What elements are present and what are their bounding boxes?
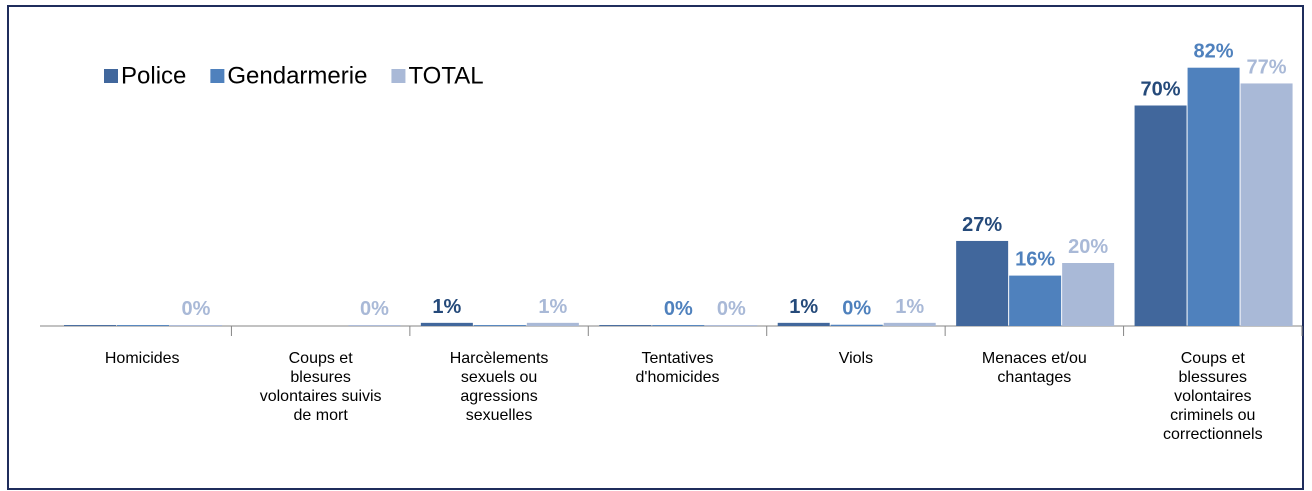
value-label: 0%	[360, 298, 389, 320]
legend-swatch	[391, 69, 406, 83]
bar	[830, 324, 883, 326]
bar	[64, 325, 116, 326]
bar	[1240, 83, 1293, 326]
value-label: 1%	[432, 296, 461, 318]
bar	[652, 325, 705, 326]
value-label: 77%	[1247, 56, 1287, 78]
legend-swatch	[210, 69, 225, 83]
value-label: 16%	[1015, 249, 1055, 271]
x-tick-label: Homicides	[104, 350, 180, 367]
x-tick-label: Coups et blesures volontaires suivis de …	[259, 350, 382, 424]
bar	[473, 325, 526, 326]
x-tick-label: Coups et blessures volontaires criminels…	[1162, 350, 1263, 443]
bar	[1062, 263, 1115, 326]
legend-swatch	[104, 69, 118, 83]
bar	[1009, 275, 1062, 326]
value-label: 0%	[182, 298, 211, 320]
value-label: 70%	[1141, 79, 1181, 101]
legend-label: Police	[121, 62, 186, 89]
frame	[7, 5, 1304, 490]
bar	[956, 240, 1009, 326]
value-label: 27%	[962, 214, 1002, 236]
bar	[526, 322, 579, 326]
x-tick-label: Harcèlements sexuels ou agressions sexue…	[449, 350, 549, 424]
bar	[705, 325, 758, 326]
value-label: 0%	[842, 298, 871, 320]
value-label: 82%	[1194, 41, 1234, 63]
bar	[599, 325, 652, 326]
bar	[1134, 105, 1187, 326]
legend-label: Gendarmerie	[227, 62, 367, 89]
bar	[117, 325, 169, 326]
bar	[420, 322, 473, 326]
legend-label: TOTAL	[408, 62, 483, 89]
x-tick-label: Viols	[838, 350, 874, 367]
bar	[777, 322, 830, 326]
value-label: 20%	[1068, 236, 1108, 258]
bar	[170, 325, 222, 326]
bar	[1187, 67, 1240, 326]
value-label: 0%	[717, 298, 746, 320]
x-tick-label: Menaces et/ou chantages	[981, 350, 1087, 386]
x-tick-label: Tentatives d'homicides	[635, 350, 720, 386]
bar	[348, 325, 401, 326]
value-label: 1%	[789, 296, 818, 318]
value-label: 0%	[664, 298, 693, 320]
value-label: 1%	[538, 296, 567, 318]
value-label: 1%	[895, 296, 924, 318]
bar	[883, 322, 936, 326]
